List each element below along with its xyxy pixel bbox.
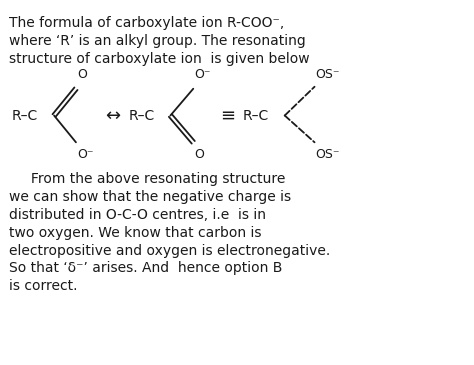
Text: structure of carboxylate ion  is given below: structure of carboxylate ion is given be… — [9, 52, 310, 66]
Text: electropositive and oxygen is electronegative.: electropositive and oxygen is electroneg… — [9, 243, 330, 258]
Text: distributed in O-C-O centres, i.e  is in: distributed in O-C-O centres, i.e is in — [9, 208, 266, 222]
Text: R–C: R–C — [243, 108, 269, 123]
Text: ≡: ≡ — [220, 107, 236, 124]
Text: R–C: R–C — [128, 108, 155, 123]
Text: where ‘R’ is an alkyl group. The resonating: where ‘R’ is an alkyl group. The resonat… — [9, 34, 306, 48]
Text: From the above resonating structure: From the above resonating structure — [9, 172, 286, 186]
Text: two oxygen. We know that carbon is: two oxygen. We know that carbon is — [9, 226, 262, 240]
Text: O: O — [194, 148, 204, 161]
Text: O⁻: O⁻ — [77, 148, 93, 161]
Text: OS⁻: OS⁻ — [316, 148, 340, 161]
Text: R–C: R–C — [11, 108, 37, 123]
Text: we can show that the negative charge is: we can show that the negative charge is — [9, 190, 292, 204]
Text: is correct.: is correct. — [9, 279, 78, 293]
Text: OS⁻: OS⁻ — [316, 68, 340, 81]
Text: ↔: ↔ — [105, 107, 120, 124]
Text: O⁻: O⁻ — [194, 68, 211, 81]
Text: The formula of carboxylate ion R-COO⁻,: The formula of carboxylate ion R-COO⁻, — [9, 16, 284, 30]
Text: So that ‘δ⁻’ arises. And  hence option B: So that ‘δ⁻’ arises. And hence option B — [9, 261, 283, 276]
Text: O: O — [77, 68, 87, 81]
